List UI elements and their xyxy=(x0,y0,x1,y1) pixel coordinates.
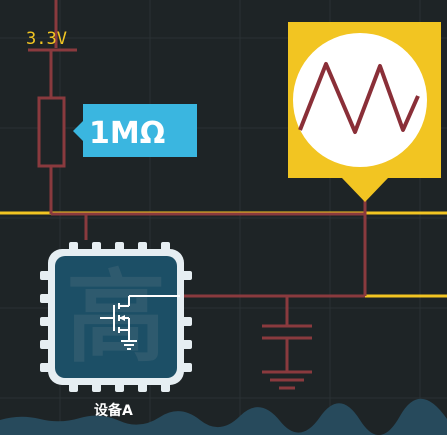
mosfet-arrow xyxy=(119,315,125,321)
chip-body xyxy=(55,256,177,378)
bottom-wave-band xyxy=(0,398,447,435)
supply-voltage-label: 3.3V xyxy=(26,29,67,49)
device-name-label: 设备A xyxy=(94,402,133,419)
triangle-wave-icon xyxy=(298,62,420,134)
chip: 高 xyxy=(40,242,192,392)
resistor-value-label: 1MΩ xyxy=(89,116,165,151)
ground-icon xyxy=(262,370,312,390)
wires xyxy=(28,0,367,372)
resistor-value-tag xyxy=(73,104,197,157)
oscilloscope-callout xyxy=(288,22,441,202)
capacitor-icon xyxy=(262,324,312,340)
resistor-icon xyxy=(37,96,66,168)
chip-glyph: 高 xyxy=(66,259,166,376)
